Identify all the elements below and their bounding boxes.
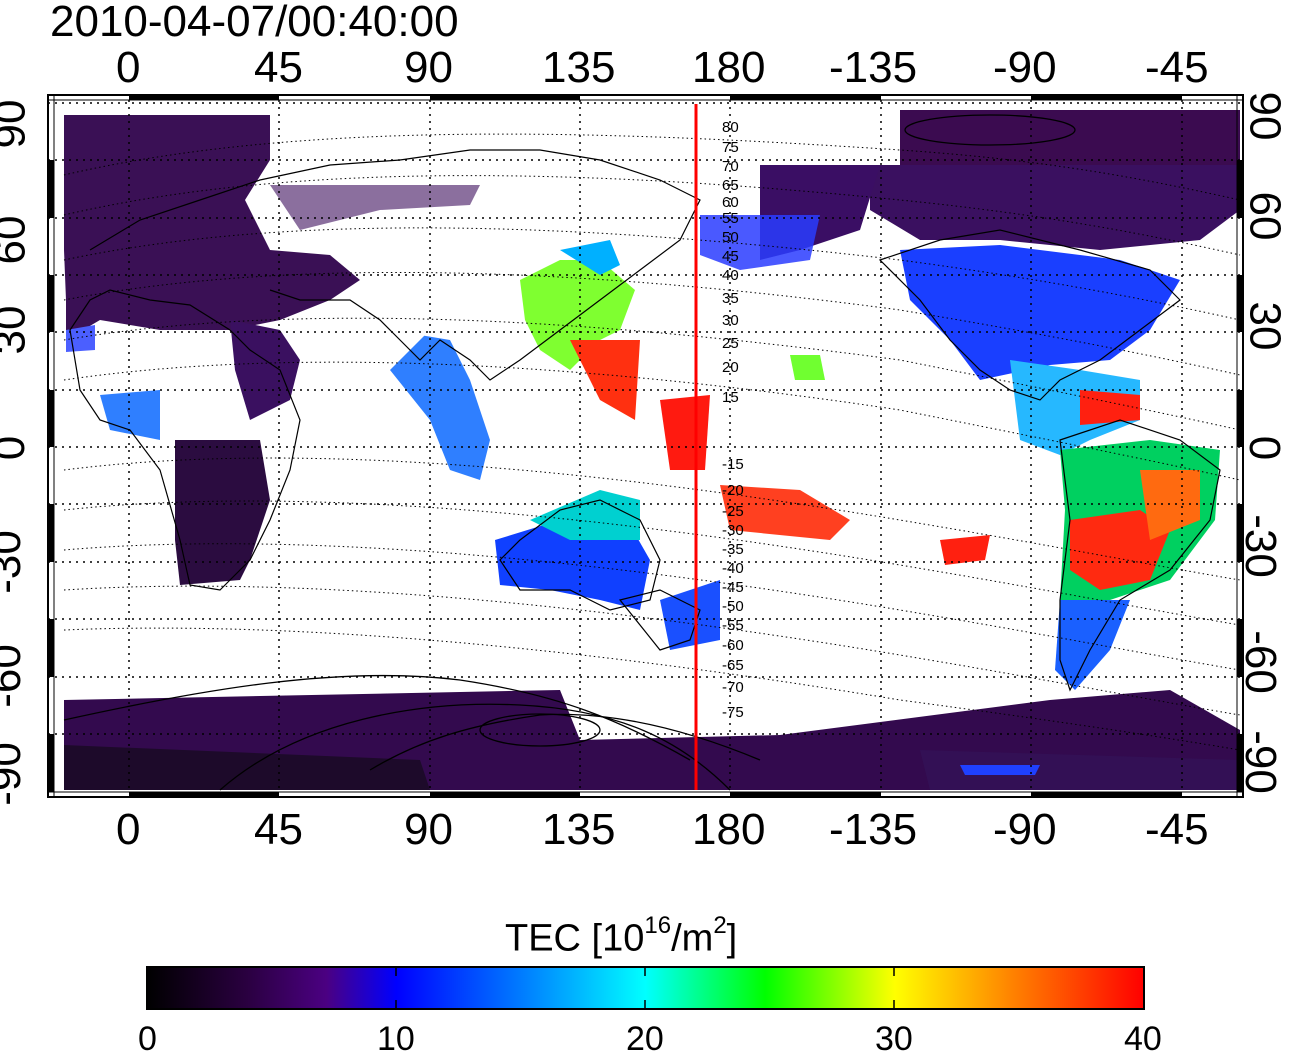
colorbar-tick: 30: [875, 1020, 913, 1058]
magnetic-pole-contours: [63, 114, 1076, 791]
top-lon-tick: 90: [404, 43, 453, 92]
right-lat-tick: 30: [1240, 301, 1290, 351]
bottom-lon-tick: -90: [993, 805, 1057, 854]
contour-label-neg35: -35: [722, 541, 744, 558]
contour-label-70: 70: [722, 158, 739, 175]
contour-label-25: 25: [722, 335, 739, 352]
top-lon-tick: 0: [116, 43, 141, 92]
magnetic-contours: [63, 133, 1241, 751]
colorbar-tick: 0: [138, 1020, 157, 1058]
left-lat-tick: 0: [0, 436, 34, 460]
contour-label-15: 15: [722, 389, 739, 406]
bottom-lon-tick: 180: [692, 805, 766, 854]
contour-label-neg25: -25: [722, 503, 744, 520]
contour-label-40: 40: [722, 267, 739, 284]
colorbar-tick: 40: [1124, 1020, 1162, 1058]
contour-label-30: 30: [722, 312, 739, 329]
top-lon-tick: 180: [692, 43, 766, 92]
right-lat-tick: 60: [1240, 191, 1290, 241]
lat-lon-grid: [48, 100, 1243, 792]
bottom-lon-tick: 135: [542, 805, 616, 854]
contour-label-50: 50: [722, 229, 739, 246]
bottom-lon-tick: -135: [829, 805, 918, 854]
right-lat-tick: -90: [1235, 730, 1285, 794]
left-lat-tick: 90: [0, 99, 35, 149]
left-lat-tick: -60: [0, 644, 30, 708]
top-lon-tick: 45: [254, 43, 303, 92]
bottom-lon-tick: -45: [1145, 805, 1209, 854]
contour-label-60: 60: [722, 194, 739, 211]
contour-label-neg40: -40: [722, 560, 744, 577]
contour-label-neg50: -50: [722, 598, 744, 615]
contour-label-neg65: -65: [722, 657, 744, 674]
contour-label-80: 80: [722, 119, 739, 136]
bottom-lon-tick: 90: [404, 805, 453, 854]
left-lat-tick: -30: [0, 530, 30, 594]
colorbar-tick: 10: [377, 1020, 415, 1058]
top-lon-tick: -135: [829, 43, 918, 92]
left-lat-tick: -90: [0, 742, 30, 806]
right-lat-tick: 90: [1240, 91, 1290, 141]
right-lat-tick: -30: [1235, 514, 1285, 578]
contour-label-neg30: -30: [722, 522, 744, 539]
left-lat-tick: 60: [0, 215, 35, 265]
contour-label-55: 55: [722, 210, 739, 227]
colorbar-title: TEC [1016/m2]: [505, 912, 738, 960]
contour-label-65: 65: [722, 177, 739, 194]
colorbar-tick: 20: [626, 1020, 664, 1058]
top-lon-tick: -90: [993, 43, 1057, 92]
top-lon-tick: -45: [1145, 43, 1209, 92]
contour-label-neg20: -20: [722, 482, 744, 499]
left-lat-tick: 30: [0, 305, 35, 355]
contour-label-neg45: -45: [722, 579, 744, 596]
bottom-lon-tick: 45: [254, 805, 303, 854]
top-lon-tick: 135: [542, 43, 616, 92]
right-lat-tick: 0: [1240, 435, 1290, 461]
tec-coverage: [64, 110, 1240, 790]
contour-label-neg55: -55: [722, 617, 744, 634]
contour-label-neg15: -15: [722, 456, 744, 473]
contour-label-neg60: -60: [722, 637, 744, 654]
contour-label-35: 35: [722, 290, 739, 307]
contour-label-neg75: -75: [722, 704, 744, 721]
contour-label-75: 75: [722, 139, 739, 156]
contour-label-45: 45: [722, 248, 739, 265]
contour-labels: 80 75 70 65 60 55 50 45 40 35 30 25 20 1…: [722, 119, 744, 721]
bottom-lon-tick: 0: [116, 805, 141, 854]
contour-label-20: 20: [722, 359, 739, 376]
right-lat-tick: -60: [1235, 630, 1285, 694]
contour-label-neg70: -70: [722, 679, 744, 696]
map-title: 2010-04-07/00:40:00: [50, 0, 459, 46]
